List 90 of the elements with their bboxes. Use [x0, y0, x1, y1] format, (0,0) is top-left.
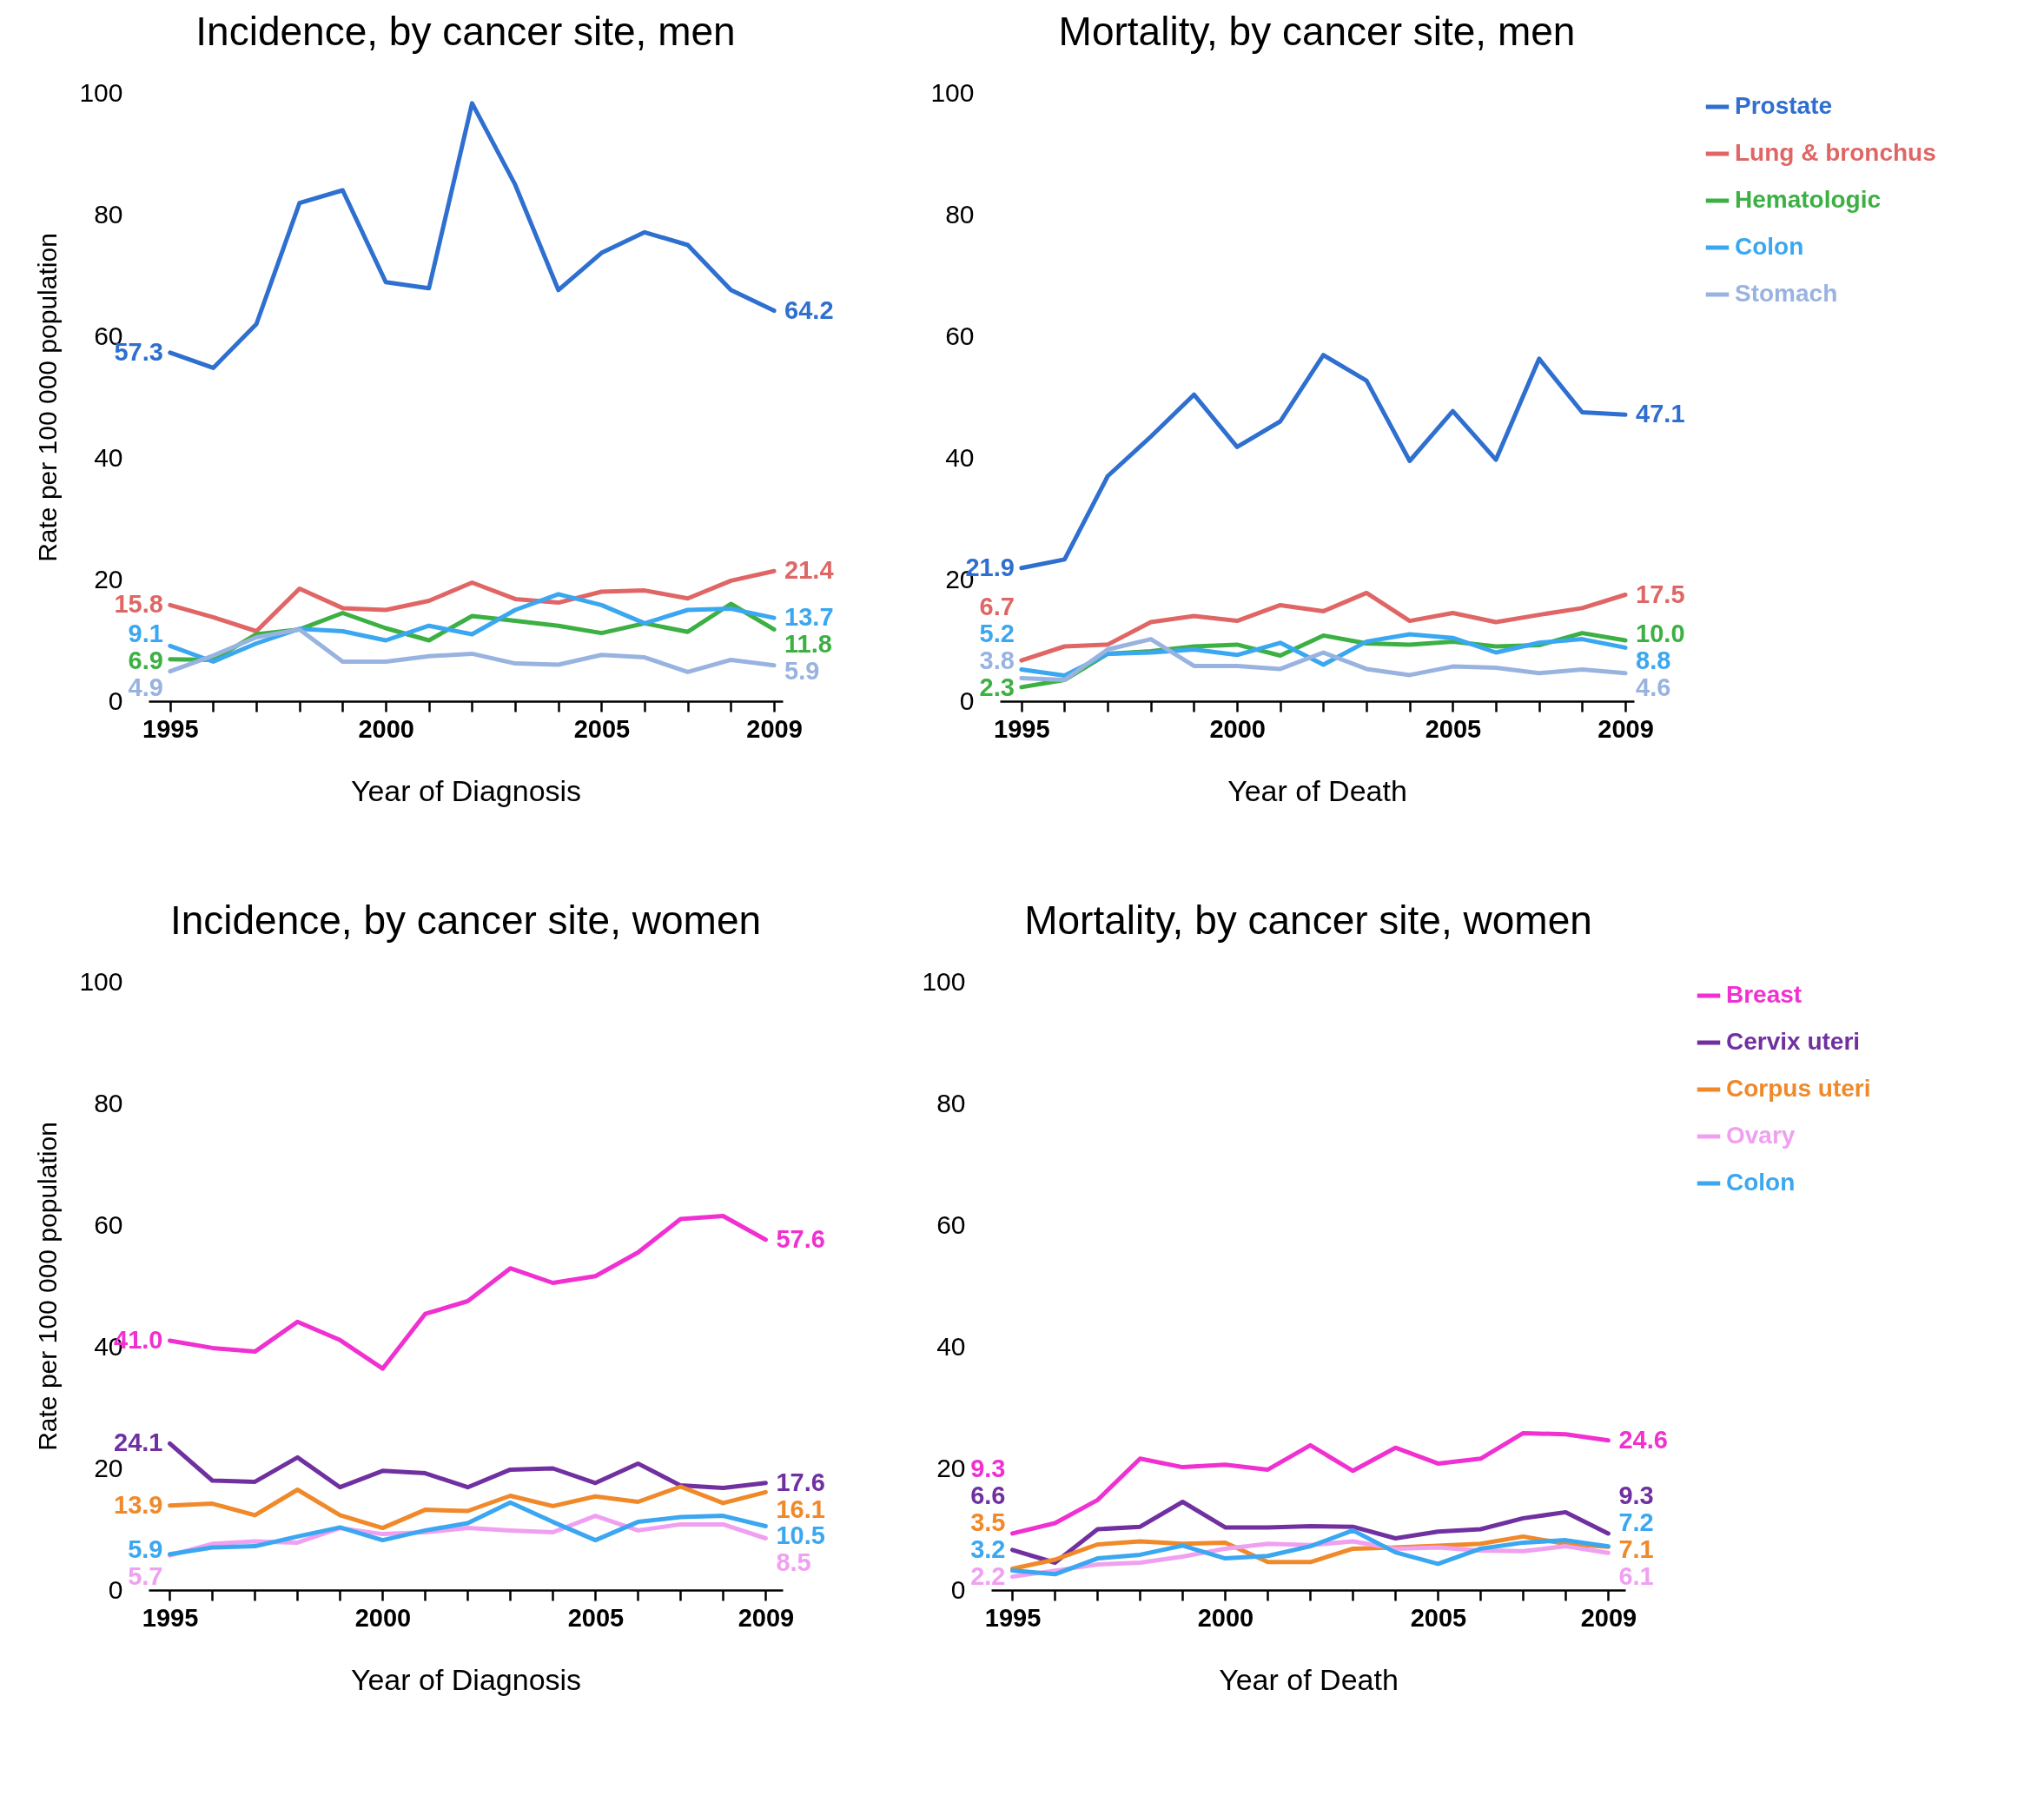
x-tick-label: 2005	[573, 714, 631, 743]
chart-title: Incidence, by cancer site, men	[195, 9, 736, 54]
legend-label: Cervix uteri	[1726, 1028, 1861, 1055]
y-tick-label: 80	[945, 199, 975, 229]
data-label: 6.6	[970, 1481, 1006, 1510]
data-label: 64.2	[784, 295, 834, 324]
legend-label: Colon	[1735, 233, 1804, 260]
y-tick-label: 0	[108, 686, 123, 715]
legend-label: Ovary	[1726, 1122, 1796, 1149]
data-label: 6.9	[128, 646, 163, 674]
y-tick-label: 100	[930, 77, 975, 107]
legend-label: Hematologic	[1735, 186, 1882, 213]
data-label: 21.4	[784, 556, 834, 585]
x-tick-label: 2000	[354, 1603, 412, 1632]
data-label: 13.7	[784, 603, 834, 632]
x-tick-label: 2000	[1197, 1603, 1254, 1632]
x-tick-label: 1995	[142, 714, 199, 743]
legend-label: Corpus uteri	[1726, 1075, 1871, 1102]
data-label: 16.1	[776, 1494, 825, 1523]
chart-title: Incidence, by cancer site, women	[169, 898, 762, 943]
legend-label: Prostate	[1735, 92, 1833, 119]
y-axis-title: Rate per 100 000 population	[33, 1122, 63, 1451]
x-tick-label: 2005	[1410, 1603, 1467, 1632]
y-axis-title: Rate per 100 000 population	[33, 233, 63, 562]
y-tick-label: 0	[959, 686, 975, 715]
data-label: 17.6	[776, 1468, 825, 1496]
data-label: 57.6	[776, 1224, 825, 1253]
legend-label: Breast	[1726, 981, 1803, 1008]
y-tick-label: 60	[936, 1209, 966, 1239]
data-label: 24.6	[1618, 1425, 1668, 1454]
x-tick-label: 2005	[567, 1603, 625, 1632]
x-tick-label: 2005	[1425, 714, 1482, 743]
data-label: 13.9	[114, 1490, 163, 1519]
x-tick-label: 2000	[358, 714, 414, 743]
y-tick-label: 100	[922, 966, 966, 996]
data-label: 3.2	[970, 1534, 1006, 1563]
y-tick-label: 0	[950, 1574, 966, 1604]
legend-label: Colon	[1726, 1169, 1796, 1196]
data-label: 4.9	[128, 673, 163, 701]
data-label: 5.9	[784, 656, 820, 685]
data-label: 10.5	[776, 1521, 825, 1550]
data-label: 9.1	[128, 620, 163, 647]
data-label: 17.5	[1636, 580, 1685, 608]
y-tick-label: 80	[94, 199, 123, 229]
data-label: 8.5	[776, 1548, 811, 1577]
y-tick-label: 40	[936, 1331, 966, 1361]
data-label: 7.1	[1618, 1534, 1654, 1563]
x-axis-title: Year of Diagnosis	[350, 1662, 582, 1696]
data-label: 5.7	[128, 1561, 163, 1590]
y-tick-label: 60	[94, 1209, 123, 1239]
y-tick-label: 0	[108, 1574, 123, 1604]
legend-label: Lung & bronchus	[1735, 139, 1936, 166]
chart-title: Mortality, by cancer site, men	[1058, 9, 1576, 54]
y-tick-label: 80	[936, 1088, 966, 1117]
data-label: 11.8	[784, 629, 832, 658]
y-tick-label: 100	[79, 966, 123, 996]
data-label: 3.5	[970, 1508, 1006, 1536]
data-label: 47.1	[1636, 400, 1685, 428]
x-tick-label: 2000	[1209, 714, 1266, 743]
x-axis-title: Year of Diagnosis	[350, 773, 582, 807]
x-axis-title: Year of Death	[1219, 1662, 1399, 1696]
y-tick-label: 20	[936, 1453, 966, 1482]
chart-title: Mortality, by cancer site, women	[1024, 898, 1592, 943]
x-tick-label: 2009	[1580, 1603, 1637, 1632]
x-tick-label: 2009	[738, 1603, 795, 1632]
y-tick-label: 60	[945, 321, 975, 350]
x-tick-label: 2009	[746, 714, 803, 743]
data-label: 2.2	[970, 1561, 1006, 1590]
legend-label: Stomach	[1735, 280, 1838, 307]
data-label: 6.7	[979, 593, 1015, 621]
x-tick-label: 1995	[142, 1603, 199, 1632]
data-label: 2.3	[979, 673, 1015, 701]
x-tick-label: 2009	[1597, 714, 1654, 743]
data-label: 5.2	[979, 620, 1015, 647]
data-label: 4.6	[1636, 673, 1671, 701]
data-label: 7.2	[1618, 1508, 1654, 1536]
data-label: 9.3	[1618, 1481, 1654, 1510]
data-label: 5.9	[128, 1534, 163, 1563]
x-tick-label: 1995	[994, 714, 1050, 743]
data-label: 9.3	[970, 1454, 1006, 1483]
data-label: 6.1	[1618, 1561, 1654, 1590]
data-label: 8.8	[1636, 646, 1671, 674]
y-tick-label: 80	[94, 1088, 123, 1117]
x-axis-title: Year of Death	[1227, 773, 1407, 807]
y-tick-label: 40	[945, 442, 975, 472]
y-tick-label: 100	[79, 77, 123, 107]
data-label: 10.0	[1636, 620, 1685, 647]
data-label: 3.8	[979, 646, 1015, 674]
x-tick-label: 1995	[984, 1603, 1042, 1632]
y-tick-label: 40	[94, 442, 123, 472]
